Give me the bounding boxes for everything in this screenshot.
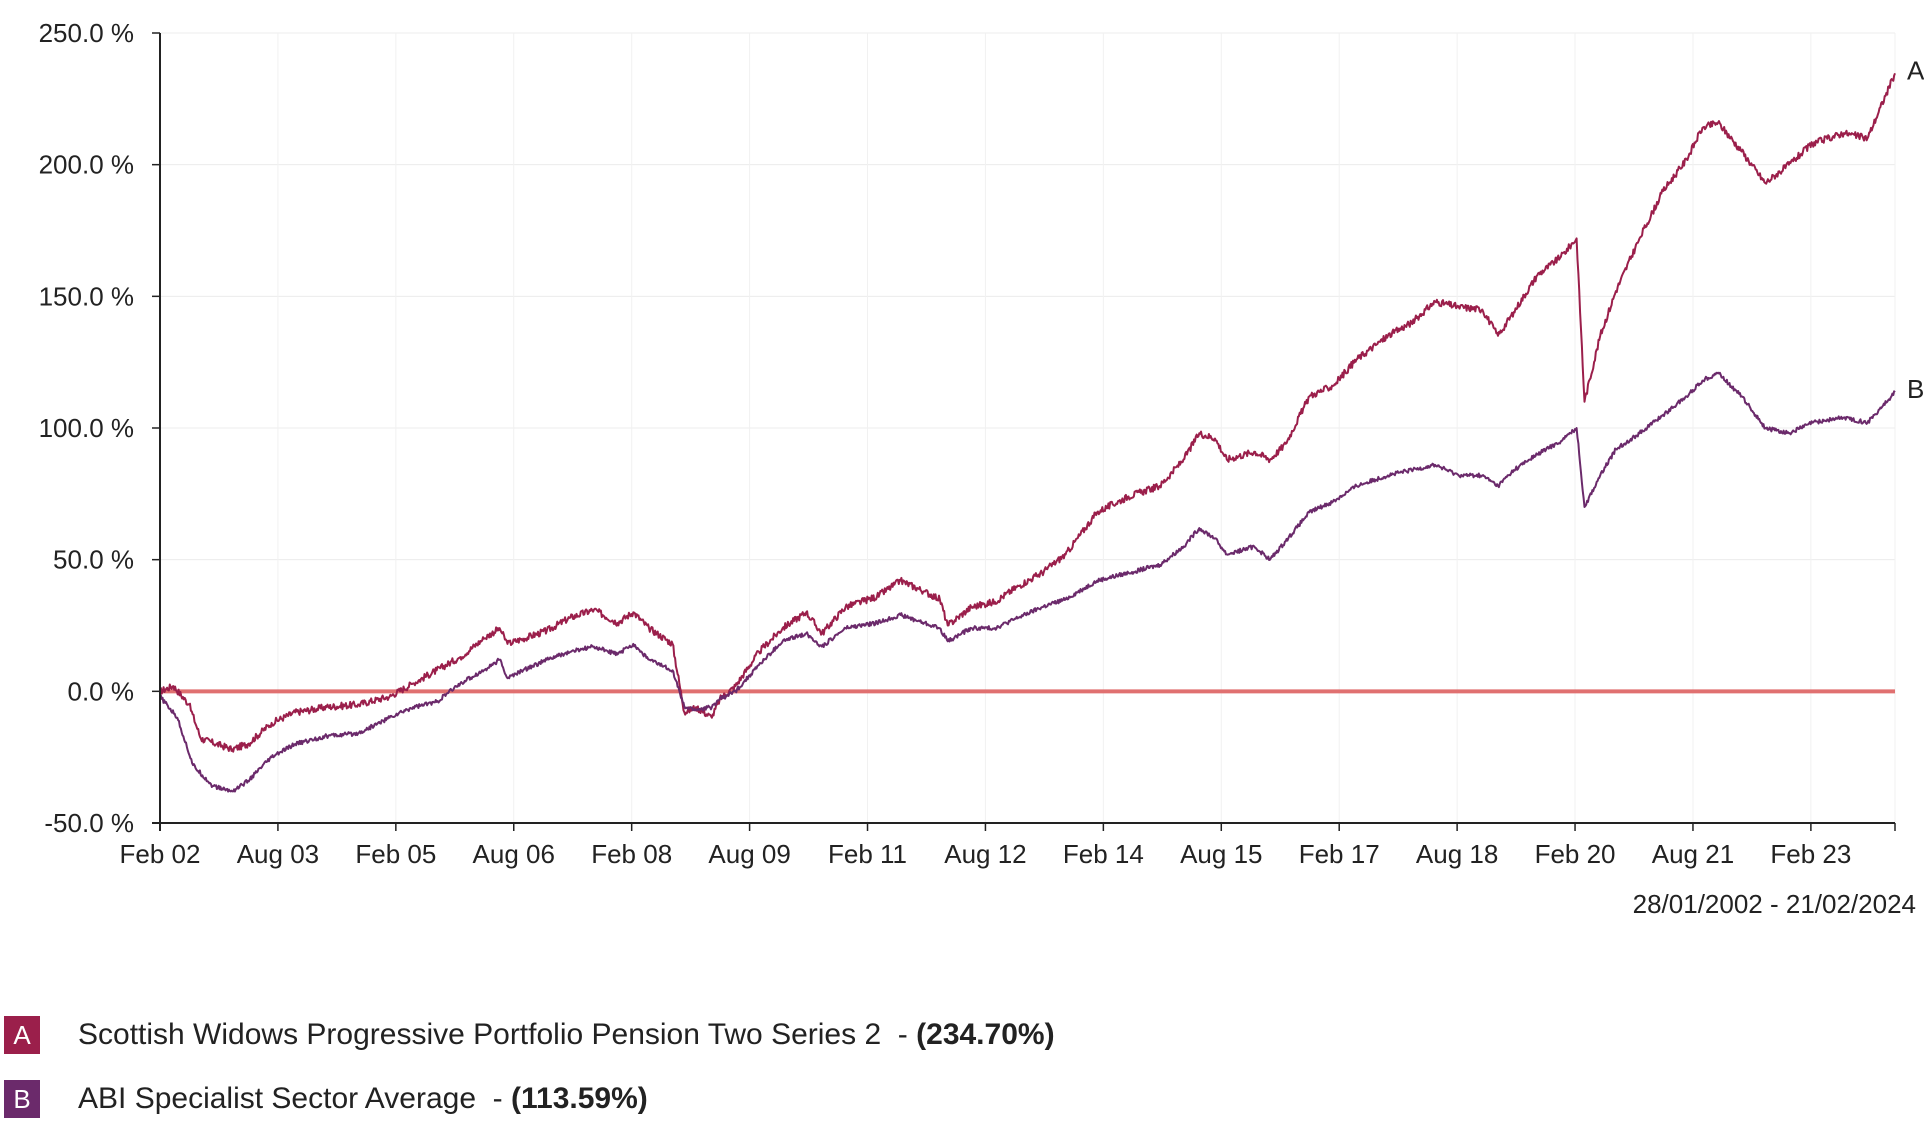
- y-tick-label: 200.0 %: [39, 150, 134, 180]
- series-end-label-a: A: [1907, 55, 1924, 85]
- x-tick-label: Feb 02: [120, 839, 201, 869]
- series-end-label-b: B: [1907, 374, 1924, 404]
- date-range-label: 28/01/2002 - 21/02/2024: [1632, 889, 1916, 919]
- x-tick-label: Feb 08: [591, 839, 672, 869]
- legend: A Scottish Widows Progressive Portfolio …: [4, 1015, 1055, 1143]
- series-line-b: [159, 371, 1896, 793]
- legend-item-b: B ABI Specialist Sector Average - (113.5…: [4, 1079, 1055, 1119]
- x-tick-label: Aug 15: [1180, 839, 1262, 869]
- y-tick-label: -50.0 %: [44, 808, 134, 838]
- y-tick-label: 100.0 %: [39, 413, 134, 443]
- x-tick-label: Aug 18: [1416, 839, 1498, 869]
- x-tick-label: Feb 05: [355, 839, 436, 869]
- x-tick-label: Feb 11: [828, 839, 907, 869]
- series-lines: [159, 72, 1896, 793]
- legend-separator-a: -: [889, 1018, 917, 1051]
- legend-name-b: ABI Specialist Sector Average: [78, 1082, 485, 1115]
- legend-item-a: A Scottish Widows Progressive Portfolio …: [4, 1015, 1055, 1055]
- legend-name-a: Scottish Widows Progressive Portfolio Pe…: [78, 1018, 890, 1051]
- legend-value-b: (113.59%): [511, 1082, 648, 1115]
- y-tick-label: 0.0 %: [68, 676, 135, 706]
- y-axis-ticks: 250.0 % 200.0 % 150.0 % 100.0 % 50.0 % 0.0 % -…: [39, 18, 134, 838]
- series-end-labels: AB: [1907, 55, 1924, 404]
- legend-swatch-a: A: [4, 1016, 40, 1054]
- legend-value-a: (234.70%): [916, 1018, 1055, 1051]
- x-tick-label: Aug 09: [708, 839, 790, 869]
- axes: [152, 32, 1896, 831]
- x-tick-label: Aug 03: [237, 839, 319, 869]
- performance-chart: 250.0 % 200.0 % 150.0 % 100.0 % 50.0 % 0.0 % -…: [39, 18, 1924, 869]
- x-tick-label: Aug 12: [944, 839, 1026, 869]
- x-tick-label: Aug 21: [1652, 839, 1734, 869]
- x-tick-label: Aug 06: [473, 839, 555, 869]
- x-tick-label: Feb 23: [1770, 839, 1851, 869]
- x-tick-label: Feb 17: [1299, 839, 1380, 869]
- y-tick-label: 150.0 %: [39, 281, 134, 311]
- legend-swatch-b: B: [4, 1080, 40, 1118]
- legend-separator-b: -: [484, 1082, 512, 1115]
- x-axis-ticks: Feb 02 Aug 03 Feb 05 Aug 06 Feb 08 Aug 09 Feb …: [120, 839, 1852, 869]
- y-tick-label: 50.0 %: [53, 545, 134, 575]
- x-tick-label: Feb 14: [1063, 839, 1144, 869]
- y-tick-label: 250.0 %: [39, 18, 134, 48]
- series-line-a: [159, 72, 1896, 753]
- x-tick-label: Feb 20: [1535, 839, 1616, 869]
